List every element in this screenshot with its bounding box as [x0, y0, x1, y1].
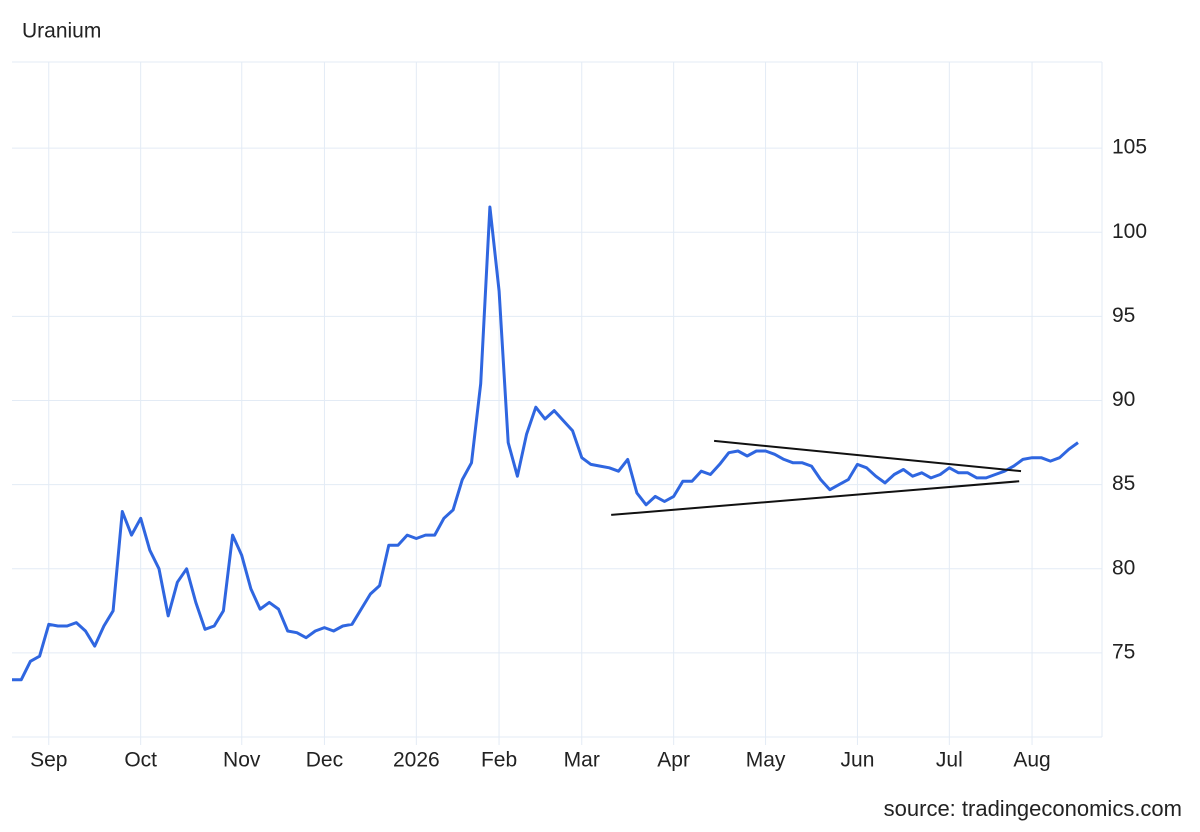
x-tick-label: Apr: [657, 749, 690, 772]
x-tick-label: Mar: [564, 749, 600, 772]
y-tick-label: 80: [1112, 556, 1135, 579]
source-note: source: tradingeconomics.com: [884, 796, 1182, 821]
y-tick-label: 95: [1112, 304, 1135, 327]
x-tick-label: Aug: [1013, 749, 1050, 772]
y-tick-label: 105: [1112, 136, 1147, 159]
y-tick-label: 90: [1112, 388, 1135, 411]
chart-title: Uranium: [22, 20, 101, 43]
y-tick-label: 75: [1112, 640, 1135, 663]
x-tick-label: 2026: [393, 749, 440, 772]
x-tick-label: Oct: [124, 749, 157, 772]
price-line: [12, 205, 1079, 682]
trendline: [713, 439, 1022, 473]
x-tick-label: May: [746, 749, 786, 772]
x-tick-label: Sep: [30, 749, 67, 772]
y-tick-label: 100: [1112, 220, 1147, 243]
x-tick-label: Feb: [481, 749, 517, 772]
y-tick-label: 85: [1112, 472, 1135, 495]
x-tick-label: Nov: [223, 749, 261, 772]
trendline: [611, 480, 1020, 516]
x-tick-label: Jun: [841, 749, 875, 772]
x-tick-label: Jul: [936, 749, 963, 772]
x-tick-label: Dec: [306, 749, 343, 772]
